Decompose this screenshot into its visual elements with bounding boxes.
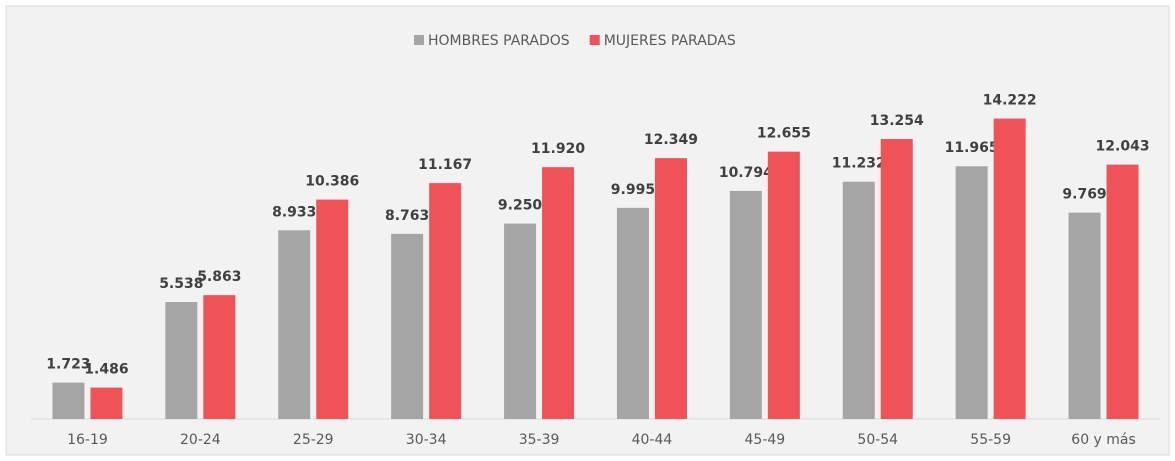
data-label: 10.386 <box>305 174 359 190</box>
x-tick-label: 45-49 <box>745 432 786 448</box>
bar <box>616 207 649 419</box>
data-label: 11.920 <box>531 141 585 157</box>
data-label: 13.254 <box>870 113 924 129</box>
bar <box>880 139 913 419</box>
x-tick-label: 30-34 <box>406 432 447 448</box>
data-label: 9.250 <box>498 198 543 214</box>
data-label: 12.349 <box>644 132 698 148</box>
data-label: 10.794 <box>719 165 773 181</box>
bar <box>203 295 236 419</box>
legend-swatch <box>589 35 600 45</box>
bar <box>654 158 687 419</box>
bar <box>278 230 311 419</box>
x-tick-label: 55-59 <box>970 432 1011 448</box>
legend-swatch <box>414 35 424 45</box>
bar <box>1106 164 1139 419</box>
bar <box>90 387 123 419</box>
data-label: 8.933 <box>272 204 316 220</box>
bar <box>842 181 875 419</box>
bar <box>429 183 462 419</box>
data-label: 11.167 <box>418 157 472 173</box>
bar <box>1068 212 1101 419</box>
x-tick-label: 25-29 <box>293 432 334 448</box>
x-tick-label: 16-19 <box>67 432 108 448</box>
bar <box>391 233 424 419</box>
x-tick-label: 60 y más <box>1071 432 1136 448</box>
data-label: 12.043 <box>1096 139 1150 155</box>
bar <box>504 223 537 419</box>
x-tick-label: 50-54 <box>857 432 898 448</box>
bar <box>52 382 85 419</box>
data-label: 8.763 <box>385 208 429 224</box>
data-label: 5.863 <box>197 269 241 285</box>
legend-label: MUJERES PARADAS <box>604 33 736 49</box>
legend-label: HOMBRES PARADOS <box>428 33 570 49</box>
x-tick-label: 40-44 <box>632 432 673 448</box>
bar <box>993 118 1026 420</box>
x-tick-label: 35-39 <box>519 432 560 448</box>
x-tick-label: 20-24 <box>180 432 221 448</box>
data-label: 5.538 <box>159 276 203 292</box>
data-label: 11.232 <box>832 156 886 172</box>
data-label: 9.769 <box>1062 187 1106 203</box>
bar <box>542 167 575 419</box>
bar <box>729 190 762 419</box>
data-label: 1.723 <box>46 357 90 373</box>
bar <box>955 166 988 419</box>
data-label: 9.995 <box>611 182 655 198</box>
data-label: 14.222 <box>983 93 1037 109</box>
data-label: 1.486 <box>84 362 128 378</box>
bar <box>767 151 800 419</box>
data-label: 12.655 <box>757 126 811 142</box>
data-label: 11.965 <box>945 140 999 156</box>
bar <box>165 302 198 419</box>
bar <box>316 199 349 419</box>
